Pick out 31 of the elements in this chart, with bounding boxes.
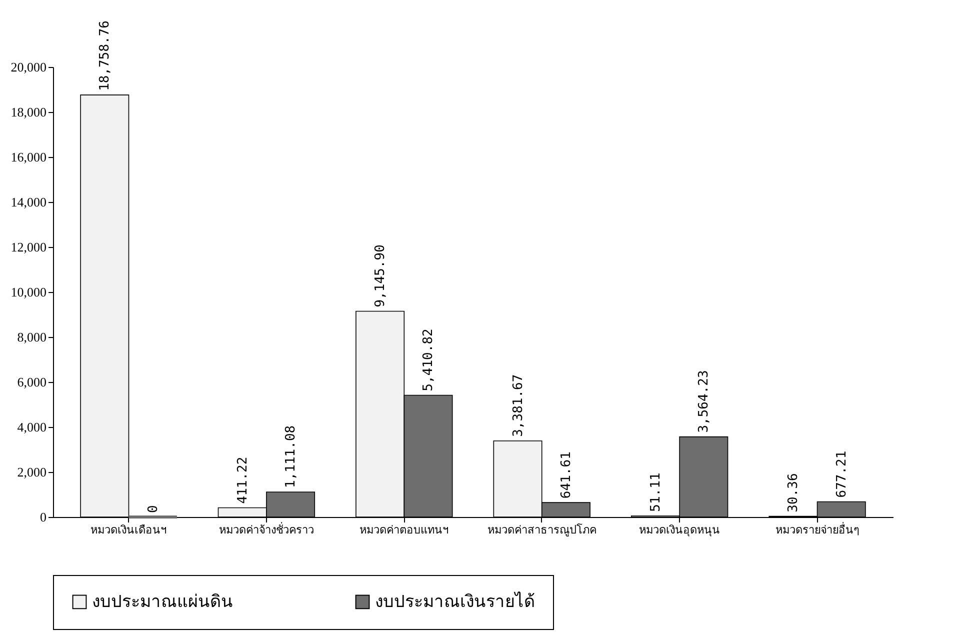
- data-label: 30.36: [786, 473, 802, 512]
- y-tick-label: 14,000: [10, 194, 46, 210]
- legend-label: งบประมาณแผ่นดิน: [92, 592, 233, 612]
- legend-label: งบประมาณเงินรายได้: [375, 590, 535, 612]
- y-tick-label: 4,000: [17, 420, 46, 434]
- y-tick-label: 20,000: [10, 60, 46, 74]
- x-tick-label: หมวดเงินเดือนฯ: [90, 524, 167, 536]
- data-label: 9,145.90: [373, 244, 388, 308]
- y-tick-label: 0: [40, 510, 46, 524]
- y-tick-label: 6,000: [17, 374, 46, 390]
- data-label: 51.11: [648, 472, 664, 512]
- y-tick-label: 12,000: [10, 240, 46, 254]
- y-tick-label: 18,000: [10, 104, 46, 120]
- x-tick-label: หมวดค่าตอบแทนฯ: [360, 524, 449, 536]
- data-label: 411.22: [235, 456, 250, 504]
- y-tick-label: 10,000: [10, 284, 46, 300]
- data-label: 3,381.67: [510, 374, 526, 437]
- y-tick-label: 2,000: [17, 464, 46, 480]
- data-label: 18,758.76: [98, 20, 113, 91]
- x-tick-label: หมวดรายจ่ายอื่นๆ: [775, 522, 860, 536]
- data-label: 641.61: [558, 452, 574, 499]
- x-tick-label: หมวดเงินอุดหนุน: [639, 524, 720, 536]
- y-tick-label: 8,000: [17, 330, 46, 344]
- y-tick-label: 16,000: [10, 150, 46, 164]
- data-label: 677.21: [834, 450, 850, 498]
- x-tick-label: หมวดค่าจ้างชั่วคราว: [218, 522, 314, 536]
- data-label: 3,564.23: [696, 370, 712, 433]
- data-label: 0: [146, 505, 161, 513]
- x-tick-label: หมวดค่าสาธารณูปโภค: [487, 522, 596, 536]
- data-label: 5,410.82: [421, 328, 436, 392]
- data-label: 1,111.08: [284, 425, 299, 488]
